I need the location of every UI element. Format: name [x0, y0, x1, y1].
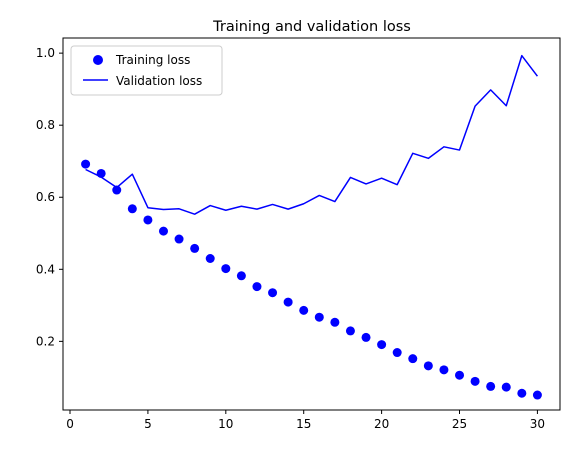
training-loss-point [361, 332, 371, 342]
training-loss-point [455, 370, 465, 380]
training-loss-point [205, 254, 215, 263]
training-loss-point [470, 376, 480, 386]
legend-training-marker [93, 55, 103, 65]
training-loss-point [112, 185, 122, 195]
training-loss-point [221, 264, 231, 274]
validation-series [85, 54, 539, 215]
y-tick-label: 0.6 [36, 190, 55, 204]
training-loss-point [252, 282, 262, 292]
training-loss-point [377, 340, 387, 350]
training-loss-point [408, 354, 418, 364]
legend-validation-label: Validation loss [116, 74, 202, 88]
training-loss-point [236, 271, 246, 281]
y-tick-label: 0.2 [36, 334, 55, 348]
training-loss-point [299, 305, 309, 315]
training-loss-point [96, 168, 106, 178]
y-tick-label: 1.0 [36, 46, 55, 60]
legend-box [70, 45, 223, 96]
training-loss-point [345, 326, 355, 336]
x-tick-label: 0 [66, 417, 74, 431]
x-tick-label: 30 [530, 417, 545, 431]
training-series [81, 159, 542, 400]
training-loss-point [517, 388, 527, 398]
training-loss-point [174, 234, 184, 244]
y-axis: 0.2 0.4 0.6 0.8 1.0 [36, 46, 63, 348]
training-loss-point [268, 288, 278, 298]
training-loss-point [143, 215, 153, 225]
plot-area-frame [62, 37, 561, 411]
x-tick-label: 20 [374, 417, 389, 431]
training-loss-point [81, 159, 91, 169]
training-loss-point [439, 365, 449, 375]
legend-training-label: Training loss [115, 53, 190, 67]
training-loss-point [283, 297, 293, 307]
training-loss-point [190, 243, 200, 253]
legend: Training loss Validation loss [70, 45, 223, 96]
training-loss-point [158, 226, 168, 236]
training-loss-point [532, 390, 542, 400]
training-loss-point [486, 381, 496, 391]
chart-title: Training and validation loss [212, 19, 411, 35]
training-loss-point [314, 312, 324, 322]
y-tick-label: 0.8 [36, 118, 55, 132]
validation-loss-line [85, 54, 539, 215]
x-axis: 0 5 10 15 20 25 30 [66, 410, 545, 431]
training-loss-point [392, 348, 402, 358]
x-tick-label: 10 [218, 417, 233, 431]
training-loss-point [127, 204, 137, 214]
x-tick-label: 5 [144, 417, 152, 431]
training-loss-point [501, 382, 511, 392]
training-loss-point [330, 317, 340, 327]
y-tick-label: 0.4 [36, 262, 55, 276]
training-loss-point [423, 361, 433, 371]
x-tick-label: 15 [296, 417, 311, 431]
x-tick-label: 25 [452, 417, 467, 431]
